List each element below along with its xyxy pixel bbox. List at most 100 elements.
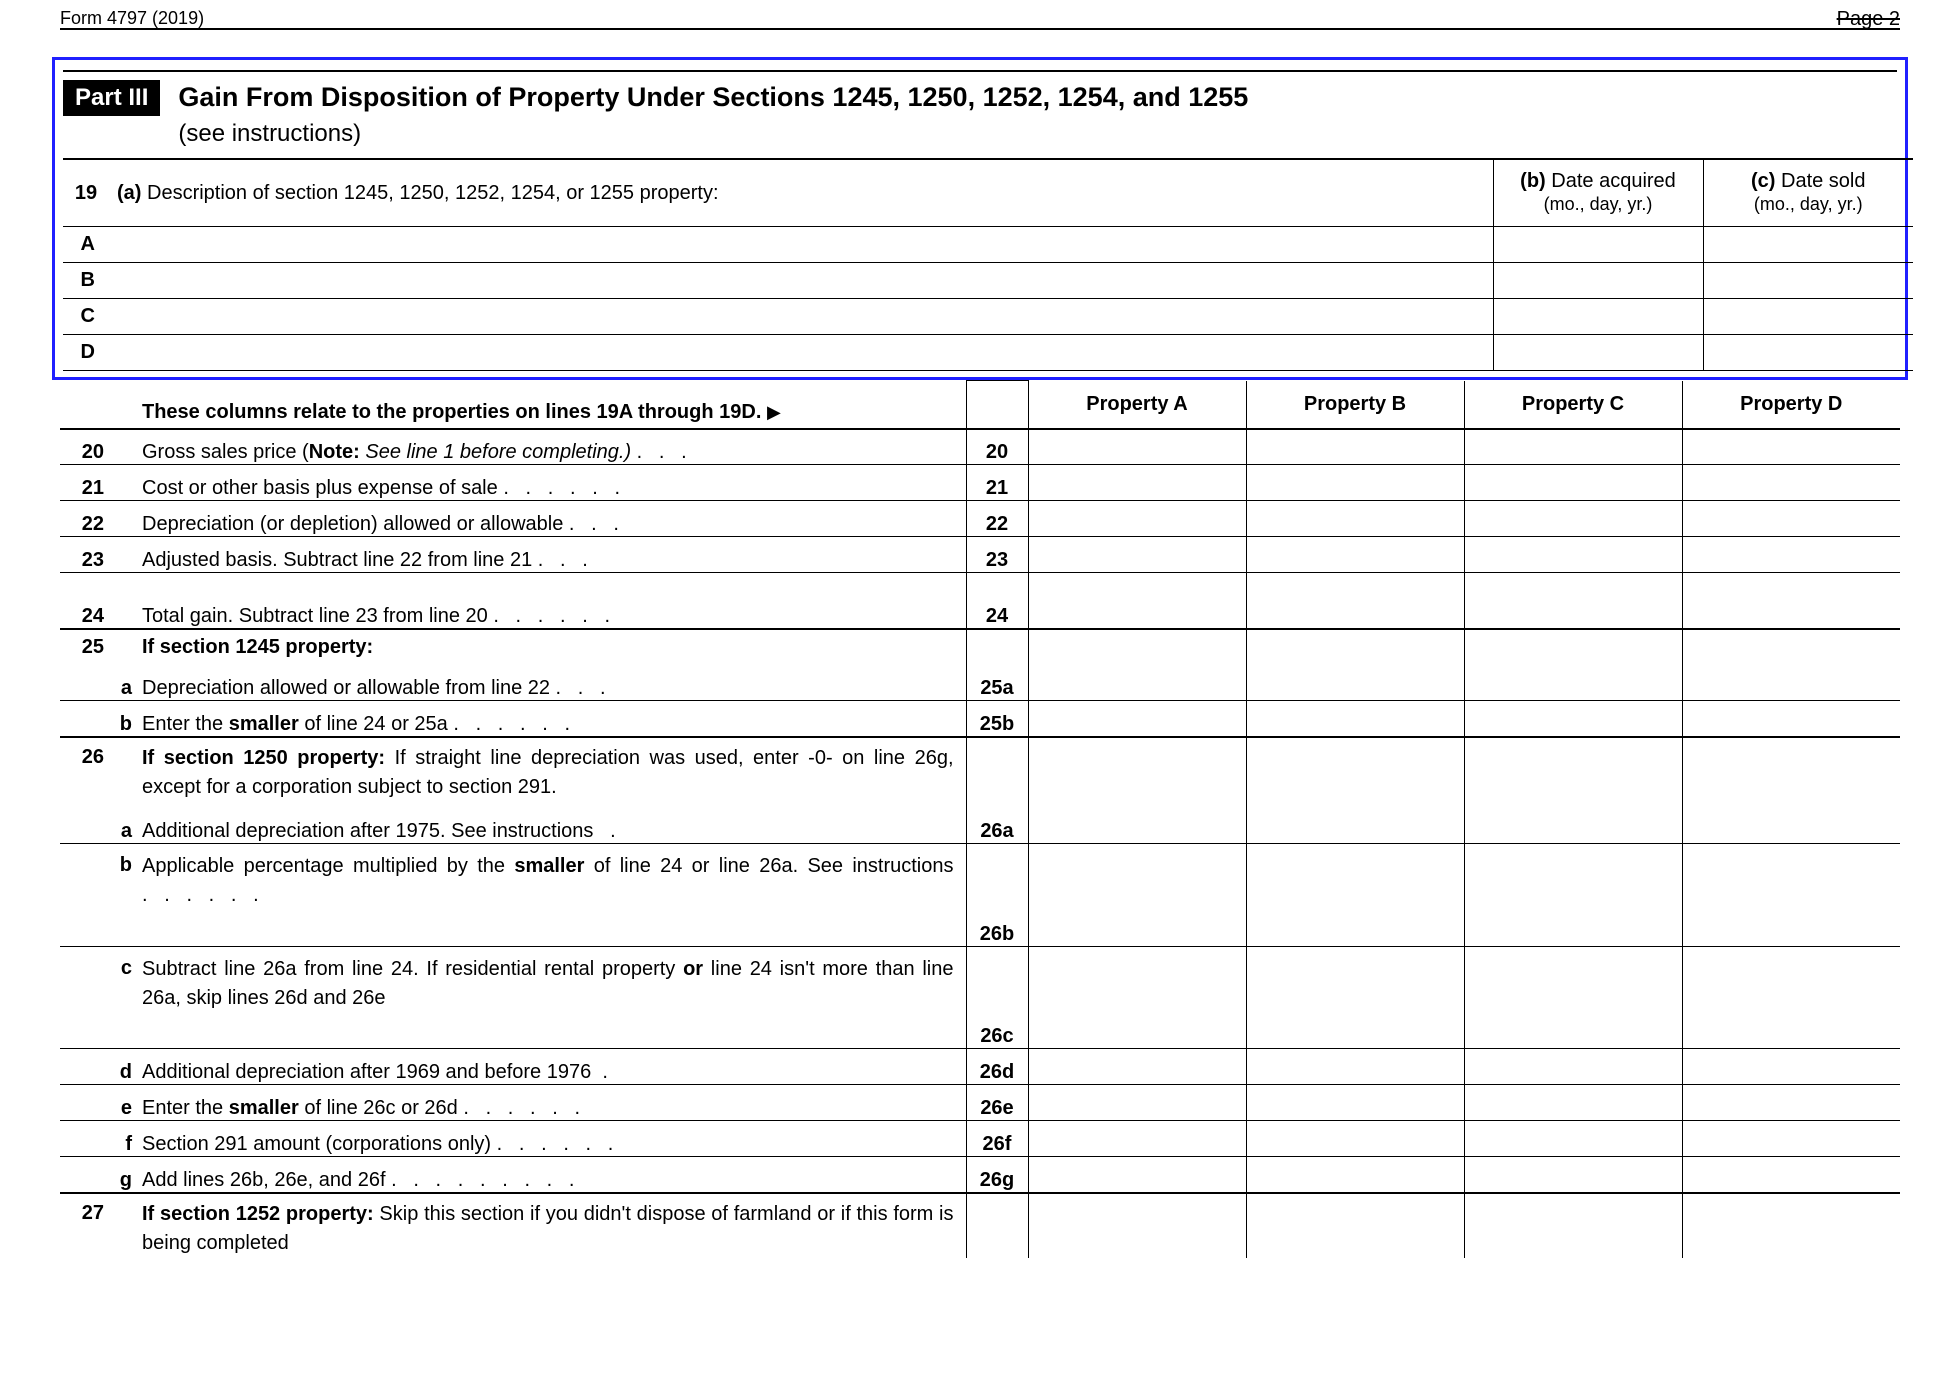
line27-label: If section 1252 property: Skip this sect… bbox=[142, 1193, 966, 1258]
line-26e: e Enter the smaller of line 26c or 26d 2… bbox=[60, 1085, 1900, 1121]
line23-a-input[interactable] bbox=[1028, 537, 1246, 573]
line24-b-input[interactable] bbox=[1246, 593, 1464, 629]
line-23: 23 Adjusted basis. Subtract line 22 from… bbox=[60, 537, 1900, 573]
line-25-header: 25 If section 1245 property: bbox=[60, 629, 1900, 665]
line26b-a-input[interactable] bbox=[1028, 910, 1246, 946]
line26a-label: Additional depreciation after 1975. See … bbox=[142, 808, 966, 844]
line-26b: 26b bbox=[60, 910, 1900, 946]
property-b-header: Property B bbox=[1246, 381, 1464, 429]
row-letter: D bbox=[63, 335, 109, 371]
line25b-c-input[interactable] bbox=[1464, 701, 1682, 737]
line25a-d-input[interactable] bbox=[1682, 665, 1900, 701]
line19d-sold-input[interactable] bbox=[1703, 335, 1913, 371]
line26b-d-input[interactable] bbox=[1682, 910, 1900, 946]
line22-b-input[interactable] bbox=[1246, 501, 1464, 537]
line26a-b-input[interactable] bbox=[1246, 808, 1464, 844]
line25a-a-input[interactable] bbox=[1028, 665, 1246, 701]
line26d-c-input[interactable] bbox=[1464, 1049, 1682, 1085]
line26c-a-input[interactable] bbox=[1028, 1013, 1246, 1049]
line26c-b-input[interactable] bbox=[1246, 1013, 1464, 1049]
line25b-b-input[interactable] bbox=[1246, 701, 1464, 737]
line21-d-input[interactable] bbox=[1682, 465, 1900, 501]
line26d-a-input[interactable] bbox=[1028, 1049, 1246, 1085]
line26g-c-input[interactable] bbox=[1464, 1157, 1682, 1193]
line24-c-input[interactable] bbox=[1464, 593, 1682, 629]
line19b-desc-input[interactable] bbox=[109, 263, 1493, 299]
line26e-a-input[interactable] bbox=[1028, 1085, 1246, 1121]
line26d-d-input[interactable] bbox=[1682, 1049, 1900, 1085]
line26g-b-input[interactable] bbox=[1246, 1157, 1464, 1193]
line26e-c-input[interactable] bbox=[1464, 1085, 1682, 1121]
line25b-d-input[interactable] bbox=[1682, 701, 1900, 737]
line19c-sold-input[interactable] bbox=[1703, 299, 1913, 335]
line26a-d-input[interactable] bbox=[1682, 808, 1900, 844]
line-25a: a Depreciation allowed or allowable from… bbox=[60, 665, 1900, 701]
line26e-d-input[interactable] bbox=[1682, 1085, 1900, 1121]
line26b-c-input[interactable] bbox=[1464, 910, 1682, 946]
page-top-rule: Form 4797 (2019) Page 2 bbox=[60, 28, 1900, 53]
line22-c-input[interactable] bbox=[1464, 501, 1682, 537]
part-header: Part III Gain From Disposition of Proper… bbox=[55, 72, 1905, 158]
line19c-acquired-input[interactable] bbox=[1493, 299, 1703, 335]
line22-label: Depreciation (or depletion) allowed or a… bbox=[142, 501, 966, 537]
line22-d-input[interactable] bbox=[1682, 501, 1900, 537]
line19b-sold-input[interactable] bbox=[1703, 263, 1913, 299]
line25a-b-input[interactable] bbox=[1246, 665, 1464, 701]
line-22: 22 Depreciation (or depletion) allowed o… bbox=[60, 501, 1900, 537]
line26g-a-input[interactable] bbox=[1028, 1157, 1246, 1193]
line21-b-input[interactable] bbox=[1246, 465, 1464, 501]
line19d-acquired-input[interactable] bbox=[1493, 335, 1703, 371]
line-26a: a Additional depreciation after 1975. Se… bbox=[60, 808, 1900, 844]
line26c-label: Subtract line 26a from line 24. If resid… bbox=[142, 946, 966, 1013]
line21-c-input[interactable] bbox=[1464, 465, 1682, 501]
line26-label: If section 1250 property: If straight li… bbox=[142, 737, 966, 808]
line26f-c-input[interactable] bbox=[1464, 1121, 1682, 1157]
line19-row-b: B bbox=[63, 263, 1913, 299]
line-26g: g Add lines 26b, 26e, and 26f 26g bbox=[60, 1157, 1900, 1193]
line26a-a-input[interactable] bbox=[1028, 808, 1246, 844]
line19a-desc-input[interactable] bbox=[109, 227, 1493, 263]
line19-row-a: A bbox=[63, 227, 1913, 263]
line20-d-input[interactable] bbox=[1682, 429, 1900, 465]
line23-c-input[interactable] bbox=[1464, 537, 1682, 573]
line23-label: Adjusted basis. Subtract line 22 from li… bbox=[142, 537, 966, 573]
line26e-b-input[interactable] bbox=[1246, 1085, 1464, 1121]
line24-label: Total gain. Subtract line 23 from line 2… bbox=[142, 593, 966, 629]
line26b-b-input[interactable] bbox=[1246, 910, 1464, 946]
line20-a-input[interactable] bbox=[1028, 429, 1246, 465]
line23-b-input[interactable] bbox=[1246, 537, 1464, 573]
line26a-c-input[interactable] bbox=[1464, 808, 1682, 844]
line26g-d-input[interactable] bbox=[1682, 1157, 1900, 1193]
line26c-c-input[interactable] bbox=[1464, 1013, 1682, 1049]
property-table: These columns relate to the properties o… bbox=[60, 380, 1900, 1258]
line26f-b-input[interactable] bbox=[1246, 1121, 1464, 1157]
line19-header-row: 19 (a) Description of section 1245, 1250… bbox=[63, 159, 1913, 227]
line24-d-input[interactable] bbox=[1682, 593, 1900, 629]
highlighted-region: Part III Gain From Disposition of Proper… bbox=[52, 57, 1908, 380]
line26c-d-input[interactable] bbox=[1682, 1013, 1900, 1049]
line25b-a-input[interactable] bbox=[1028, 701, 1246, 737]
line20-b-input[interactable] bbox=[1246, 429, 1464, 465]
line19b-acquired-input[interactable] bbox=[1493, 263, 1703, 299]
line22-a-input[interactable] bbox=[1028, 501, 1246, 537]
line20-c-input[interactable] bbox=[1464, 429, 1682, 465]
line19d-desc-input[interactable] bbox=[109, 335, 1493, 371]
line26f-d-input[interactable] bbox=[1682, 1121, 1900, 1157]
line26f-a-input[interactable] bbox=[1028, 1121, 1246, 1157]
line-24: 24 Total gain. Subtract line 23 from lin… bbox=[60, 593, 1900, 629]
line23-d-input[interactable] bbox=[1682, 537, 1900, 573]
line21-a-input[interactable] bbox=[1028, 465, 1246, 501]
line-number-header-blank bbox=[966, 381, 1028, 429]
property-header-row: These columns relate to the properties o… bbox=[60, 381, 1900, 429]
line-26-header: 26 If section 1250 property: If straight… bbox=[60, 737, 1900, 808]
line-26b-text: b Applicable percentage multiplied by th… bbox=[60, 844, 1900, 911]
line24-a-input[interactable] bbox=[1028, 593, 1246, 629]
line-21: 21 Cost or other basis plus expense of s… bbox=[60, 465, 1900, 501]
line25a-c-input[interactable] bbox=[1464, 665, 1682, 701]
line19a-acquired-input[interactable] bbox=[1493, 227, 1703, 263]
line19c-desc-input[interactable] bbox=[109, 299, 1493, 335]
property-c-header: Property C bbox=[1464, 381, 1682, 429]
line26d-b-input[interactable] bbox=[1246, 1049, 1464, 1085]
part-title: Gain From Disposition of Property Under … bbox=[178, 80, 1248, 150]
line19a-sold-input[interactable] bbox=[1703, 227, 1913, 263]
